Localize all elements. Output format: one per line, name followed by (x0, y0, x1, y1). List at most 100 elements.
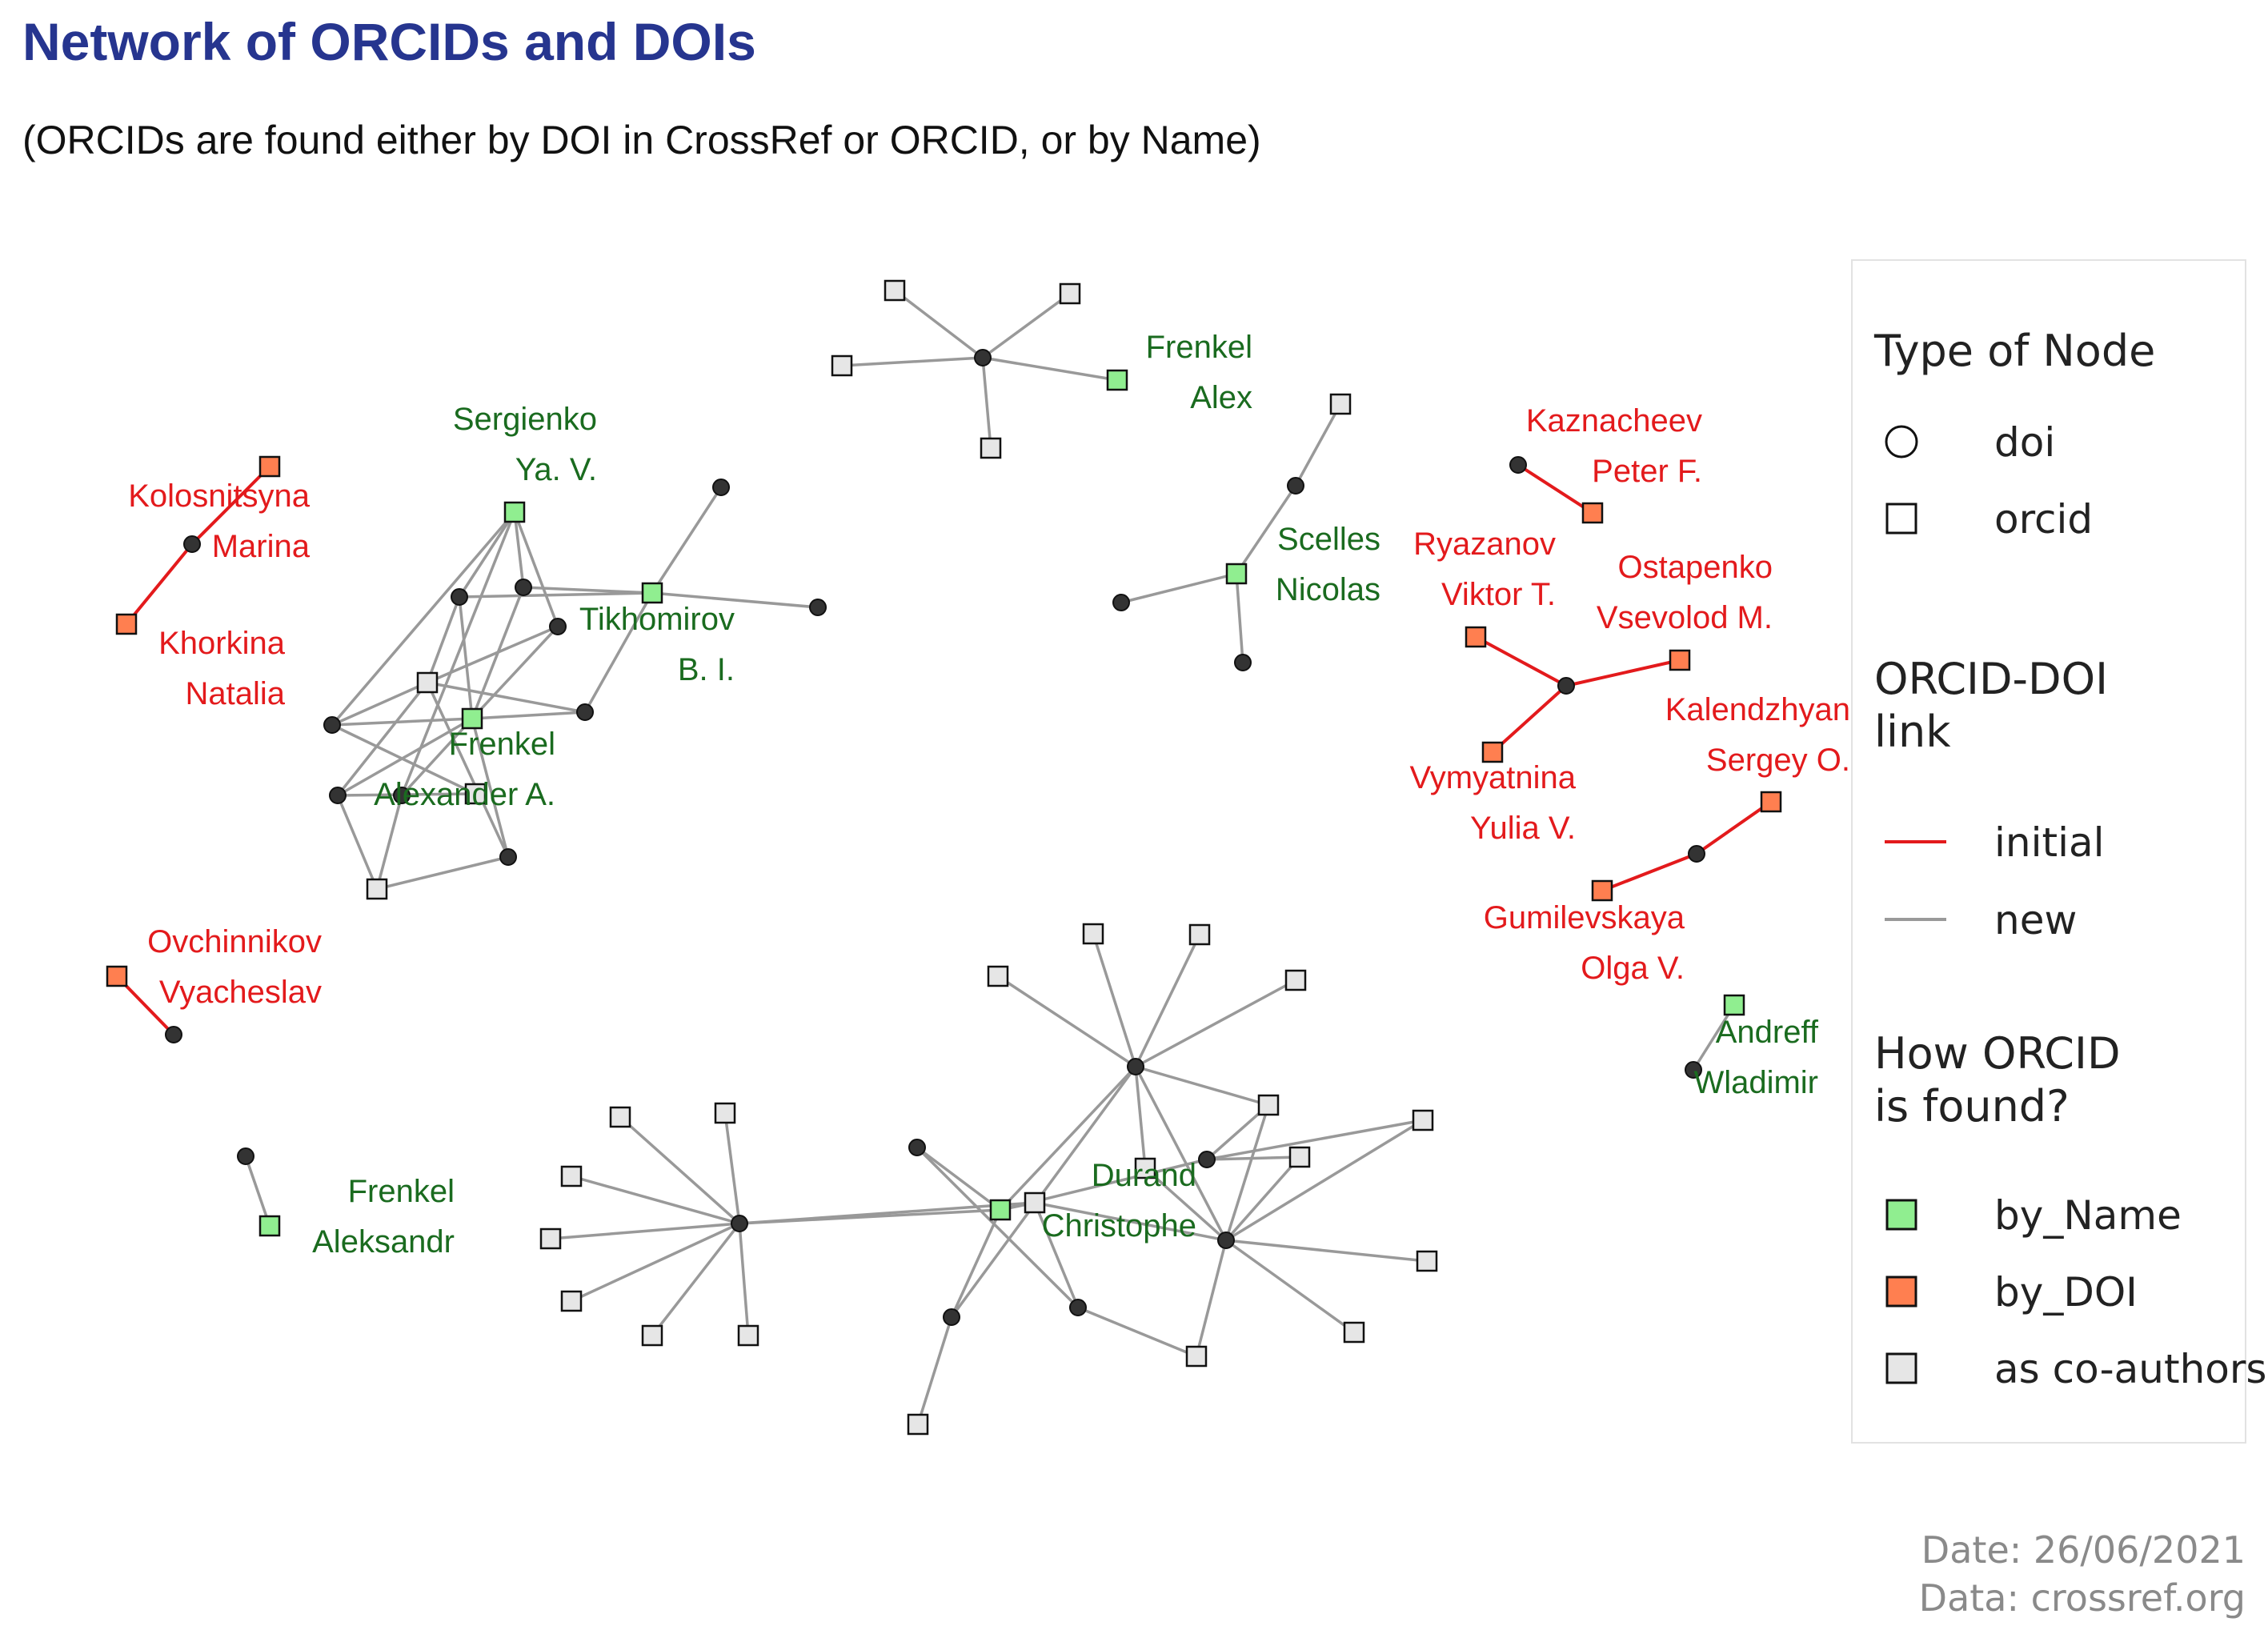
new-link (1144, 1167, 1228, 1242)
orcid-node-by-name (461, 707, 483, 730)
orcid-node-co-author (464, 783, 487, 805)
node-label-kolosnitsyna: Marina (212, 529, 311, 564)
orcid-node-co-author (737, 1324, 759, 1347)
new-link (841, 356, 984, 367)
new-link (723, 1112, 741, 1224)
doi-node (1069, 1299, 1087, 1316)
initial-link (125, 543, 194, 626)
new-link (550, 1222, 740, 1240)
new-link (651, 1222, 741, 1337)
new-link (1134, 1066, 1228, 1241)
new-link (523, 586, 653, 595)
graph-edges (115, 289, 1773, 1425)
new-link (427, 681, 586, 714)
new-link (583, 592, 654, 713)
legend-label-by-name: by_Name (1994, 1192, 2182, 1239)
new-link (331, 511, 516, 727)
node-label-khorkina: Khorkina (158, 626, 286, 661)
new-link (916, 1146, 1080, 1309)
orcid-node-co-author (831, 354, 853, 377)
chart-title: Network of ORCIDs and DOIs (22, 12, 756, 71)
new-link (997, 975, 1136, 1068)
legend-label-initial: initial (1994, 819, 2105, 866)
orcid-node-by-doi (258, 455, 281, 478)
new-link (1134, 934, 1201, 1067)
new-link (1294, 403, 1342, 487)
new-link (1235, 485, 1297, 575)
new-link (1224, 1155, 1301, 1242)
doi-node (809, 599, 827, 616)
node-label-tikhomirov: B. I. (678, 652, 735, 687)
new-link (1092, 933, 1137, 1067)
orcid-node-co-author (1257, 1094, 1280, 1116)
legend-label-new: new (1994, 897, 2078, 943)
orcid-node-co-author (1082, 923, 1104, 945)
orcid-node-co-author (1059, 282, 1081, 305)
node-label-kaznacheev: Kaznacheev (1526, 403, 1702, 439)
legend-title-found-by: How ORCID is found? (1874, 1028, 2121, 1131)
legend-label-doi: doi (1994, 419, 2056, 466)
orcid-node-co-author (1416, 1250, 1438, 1272)
orcid-node-co-author (560, 1290, 583, 1312)
doi-node (549, 618, 567, 635)
node-label-durand: Christophe (1042, 1208, 1196, 1244)
new-link (1135, 979, 1296, 1068)
node-label-frenkel-alexander: Alexander A. (374, 777, 555, 812)
orcid-node-co-author (416, 671, 439, 694)
orcid-node-co-author (609, 1106, 631, 1128)
node-label-ostapenko: Vsevolod M. (1597, 600, 1773, 635)
orcid-node-co-author (539, 1227, 562, 1250)
new-link (982, 356, 1118, 382)
initial-link (1475, 635, 1567, 687)
square-icon (1885, 503, 1917, 535)
doi-node (499, 848, 517, 866)
doi-node (1198, 1151, 1216, 1168)
doi-node (1234, 654, 1252, 671)
node-label-frenkel-alexander: Frenkel (449, 727, 555, 762)
node-label-vymyatnina: Yulia V. (1470, 811, 1576, 846)
legend-item-new: new (1874, 895, 2242, 943)
new-link (651, 591, 819, 609)
node-label-ovchinnikov: Ovchinnikov (147, 924, 322, 959)
orcid-node-by-doi (1581, 502, 1604, 524)
new-link (471, 711, 586, 720)
new-link (1235, 573, 1244, 663)
orcid-node-by-doi (1465, 626, 1487, 648)
new-link (1224, 1104, 1270, 1241)
orcid-node-co-author (1288, 1146, 1311, 1168)
new-link (426, 596, 461, 683)
legend-item-co-authors: as co-authors (1874, 1344, 2266, 1392)
doi-node (1112, 594, 1130, 611)
orcid-node-co-author (1134, 1157, 1156, 1179)
orcid-node-by-doi (1669, 649, 1691, 671)
new-link (1077, 1306, 1197, 1358)
new-link (739, 1201, 1036, 1225)
legend-item-orcid: orcid (1874, 495, 2242, 543)
node-label-durand: Durand (1092, 1158, 1196, 1193)
new-link (244, 1155, 271, 1227)
orcid-node-co-author (714, 1102, 736, 1124)
orcid-node-by-name (1106, 369, 1128, 391)
new-link (1120, 572, 1237, 604)
new-link (950, 1065, 1137, 1319)
orcid-node-co-author (560, 1165, 583, 1187)
new-link (916, 1146, 1002, 1211)
node-label-kalendzhyan: Kalendzhyan (1665, 692, 1850, 727)
new-link (471, 718, 510, 858)
node-label-scelles: Scelles (1277, 522, 1380, 557)
new-link (331, 717, 473, 727)
new-link (916, 1316, 953, 1425)
new-link (427, 625, 559, 684)
legend: Type of Node doi orcid ORCID-DOI link in… (1851, 259, 2266, 1444)
node-label-sergienko: Sergienko (453, 402, 597, 437)
doi-node (1509, 456, 1527, 474)
caption-date: Date: 26/06/2021 (1921, 1528, 2246, 1572)
doi-node (323, 716, 341, 734)
new-link (981, 357, 992, 449)
legend-item-initial: initial (1874, 818, 2242, 866)
graph-labels: Kolosnitsyna Marina Khorkina Natalia Ovchinn… (128, 330, 1850, 1260)
doi-node (1217, 1232, 1235, 1249)
node-label-ryazanov: Viktor T. (1441, 577, 1556, 612)
initial-link (1695, 800, 1773, 855)
